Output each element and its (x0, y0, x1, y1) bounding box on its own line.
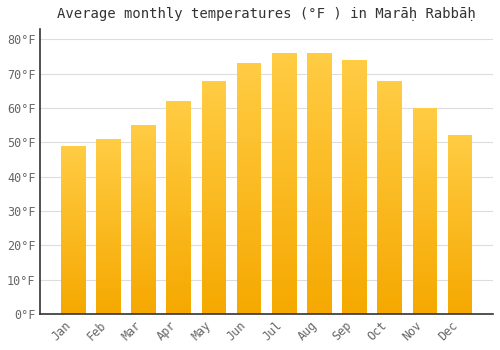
Title: Average monthly temperatures (°F ) in Marāḥ Rabbāḥ: Average monthly temperatures (°F ) in Ma… (58, 7, 476, 21)
